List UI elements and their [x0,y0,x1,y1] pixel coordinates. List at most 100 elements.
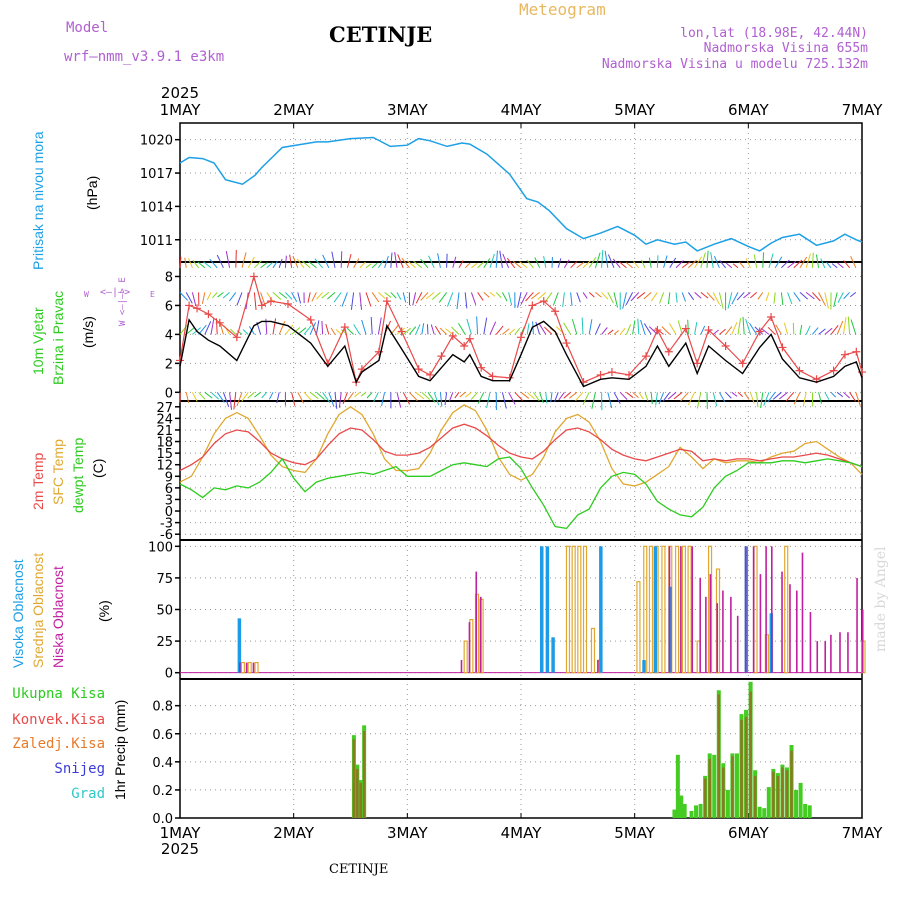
x-tick-label-bottom: 3MAY [387,824,429,842]
wind-arrow [501,292,508,302]
wind-arrow [361,319,367,335]
wind-arrow [477,261,485,269]
wind-arrow [799,256,808,269]
wind-gust-marker [283,299,292,308]
wind-gust-marker [426,370,435,379]
wind-arrow [501,392,507,409]
wind-arrow [849,392,857,402]
wind-gust-marker [340,323,349,332]
mid-cloud-bar [463,640,468,674]
wind-arrow [783,322,789,335]
y-tick-label: 1017 [140,167,173,182]
low-cloud-bar [770,546,773,673]
low-cloud-bar [847,632,849,673]
wind-arrow [802,392,807,407]
wind-arrow [428,255,435,269]
wind-arrow [719,328,726,335]
wind-arrow [476,316,479,335]
total-precip-bar [762,808,767,818]
wind-arrow [409,391,418,402]
wind-arrow [750,292,757,299]
wind-arrow [775,324,782,335]
wind-arrow [554,392,559,402]
wind-gust-marker [437,352,446,361]
wind-arrow [550,392,553,403]
low-cloud-bar [839,632,841,673]
wind-arrow [604,250,609,268]
wind-arrow [830,324,839,335]
wind-gust-marker [448,331,457,340]
wind-arrow [437,253,441,268]
convective-precip [352,691,793,818]
wind-arrow [805,253,811,268]
low-cloud-bar [736,615,739,673]
y-tick-label: 50 [156,604,173,619]
wind-arrow [731,292,739,305]
wind-arrow [454,392,460,399]
wind-arrow [667,292,671,305]
wind-arrow [260,292,267,308]
wind-arrow [341,292,348,307]
low-cloud-bar [668,546,671,673]
x-tick-label-bottom: 7MAY [842,824,884,842]
wind-arrow [687,392,696,406]
wind-arrow [718,292,724,309]
wind-arrow [727,292,733,309]
model-name: wrf—nmm_v3.9.1 e3km [64,49,225,65]
wind-arrow [278,292,288,299]
wind-arrow [486,392,491,409]
wind-arrow [532,321,534,335]
wind-arrow [466,318,472,335]
wind-arrow [192,259,199,269]
wind-arrow [421,323,425,335]
low-cloud-bar [691,546,694,673]
wind-arrow [818,328,826,335]
wind-arrow [297,327,307,335]
wind-arrow [706,250,709,268]
low-cloud-bar [480,596,482,673]
wind-arrow [725,391,732,399]
wind-arrow [736,292,745,301]
wind-arrow [378,292,386,300]
wind-arrow [185,327,195,335]
wind-arrow [780,292,784,306]
wind-arrow [718,392,726,403]
wind-arrow [633,261,640,269]
wind-arrow [508,292,513,306]
wind-arrow [571,318,578,335]
wind-arrow [402,327,411,335]
wind-arrow [576,261,585,269]
wind-arrow [643,292,652,300]
wind-arrow [413,260,423,269]
wind-arrow [434,325,441,335]
wind-arrow [625,292,634,306]
low-cloud-bar [781,571,783,673]
low-cloud-bar [716,603,719,673]
wind-arrow [811,252,814,268]
wind-arrow [402,292,407,303]
convective-precip-bar [781,767,784,818]
total-precip-bar [725,789,730,818]
convective-precip-bar [722,767,725,818]
wind-arrow [483,317,488,335]
wind-arrow [773,292,776,304]
wind-arrow [712,392,718,407]
wind-gust-marker [488,372,497,381]
wind-arrow [847,316,851,335]
wind-gust-marker [477,363,486,372]
wind-arrow [588,319,593,335]
wind-arrow [397,254,404,268]
y-tick-label: 1020 [140,134,173,149]
wind-arrow [743,392,750,400]
wind-arrow [532,392,540,402]
wind-arrow [292,255,299,268]
wind-arrow [322,254,330,269]
wind-arrow [365,263,372,269]
wind-arrow [725,326,733,335]
wind-arrow [700,292,709,299]
wind-arrow [526,391,535,400]
low-cloud-bar [765,546,767,673]
wind-arrow [557,258,562,268]
x-tick-label-bottom: 1MAY [160,824,202,842]
wind-arrow [272,292,282,300]
